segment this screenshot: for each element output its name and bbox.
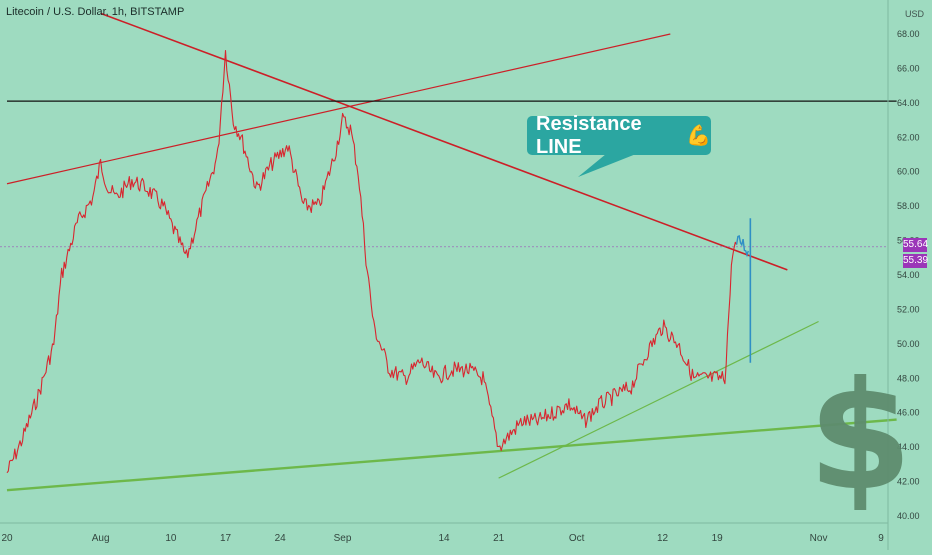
callout-pointer [578, 154, 636, 177]
last-price-badge: 55.64 [903, 238, 929, 252]
rising-support-line[interactable] [498, 320, 819, 479]
y-tick-label: 60.00 [897, 167, 920, 177]
y-tick-label: 48.00 [897, 373, 920, 383]
price-series[interactable] [6, 49, 738, 474]
y-tick-label: 42.00 [897, 477, 920, 487]
x-tick-label: 21 [493, 533, 505, 544]
flexed-biceps-icon: 💪 [686, 125, 711, 147]
x-tick-label: 24 [275, 533, 287, 544]
lower-support-line[interactable] [6, 418, 897, 492]
x-tick-label: 10 [165, 533, 177, 544]
price-axis-unit: USD [905, 9, 925, 19]
y-tick-label: 40.00 [897, 511, 920, 521]
latest-price-move[interactable] [735, 235, 749, 258]
resistance-line[interactable] [100, 12, 788, 271]
x-tick-label: 20 [1, 533, 13, 544]
y-tick-label: 64.00 [897, 98, 920, 108]
chart-title: Litecoin / U.S. Dollar, 1h, BITSTAMP [6, 6, 185, 18]
y-tick-label: 46.00 [897, 408, 920, 418]
x-tick-label: 14 [438, 533, 450, 544]
y-tick-label: 66.00 [897, 63, 920, 73]
y-tick-label: 54.00 [897, 270, 920, 280]
y-tick-label: 52.00 [897, 304, 920, 314]
second-price-badge: 55.39 [903, 254, 929, 268]
callout-text: Resistance LINE [536, 112, 642, 158]
y-tick-label: 58.00 [897, 201, 920, 211]
rising-red-line[interactable] [6, 33, 671, 185]
x-tick-label: Oct [569, 533, 585, 544]
x-tick-label: Nov [810, 533, 828, 544]
resistance-callout[interactable]: Resistance LINE 💪 [527, 113, 711, 158]
y-tick-label: 50.00 [897, 339, 920, 349]
y-tick-label: 68.00 [897, 29, 920, 39]
x-tick-label: 12 [657, 533, 669, 544]
y-tick-label: 62.00 [897, 132, 920, 142]
y-tick-label: 44.00 [897, 442, 920, 452]
x-tick-label: Aug [92, 533, 110, 544]
dollar-sign-icon: $ [808, 350, 913, 524]
x-tick-label: 19 [712, 533, 724, 544]
x-tick-label: 9 [878, 533, 884, 544]
x-tick-label: 17 [220, 533, 232, 544]
x-tick-label: Sep [334, 533, 352, 544]
